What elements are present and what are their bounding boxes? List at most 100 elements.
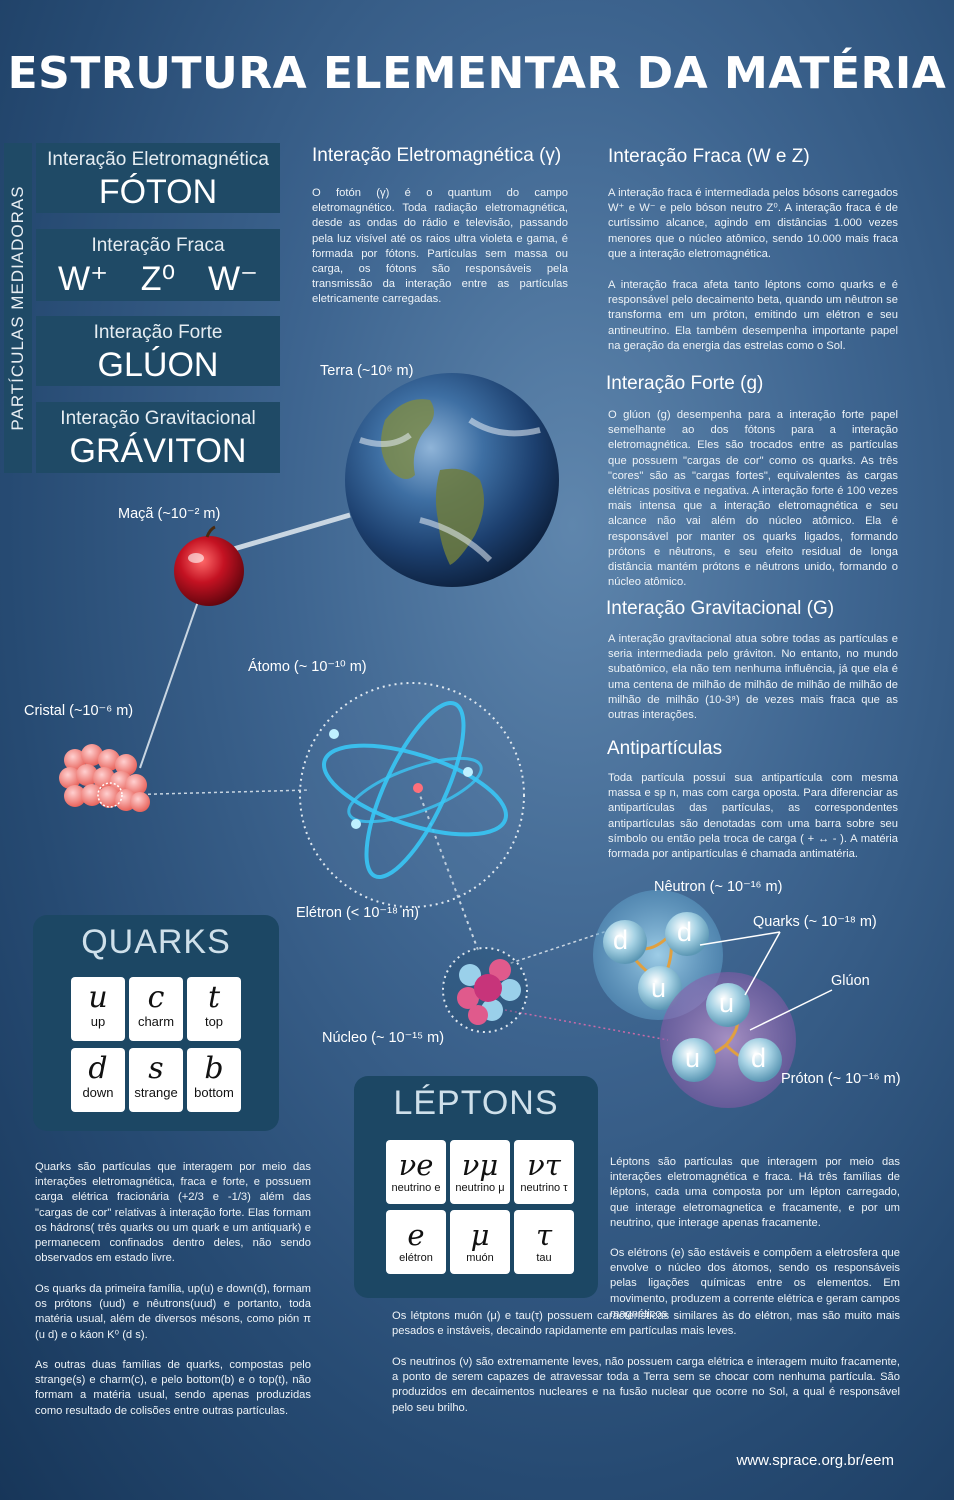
strong-body: O glúon (g) desempenha para a interação … — [608, 409, 898, 589]
lepton-name: muón — [466, 1252, 494, 1264]
leptons-panel: LÉPTONS νe neutrino e νμ neutrino μ ντ n… — [354, 1076, 598, 1298]
w-plus-boson: W⁺ — [58, 260, 109, 298]
grav-heading: Interação Gravitacional (G) — [606, 598, 835, 619]
mediator-gluon-label: Interação Forte — [93, 322, 223, 343]
leptons-text-4: Os neutrinos (ν) são extremamente leves,… — [392, 1356, 900, 1414]
quarks-text-1: Quarks são partículas que interagem por … — [35, 1161, 311, 1265]
mediator-photon-box: Interação Eletromagnética FÓTON — [36, 143, 280, 213]
atom-label: Átomo (~ 10⁻¹⁰ m) — [248, 659, 367, 675]
leptons-text-3: Os létptons muón (μ) e tau(τ) possuem ca… — [392, 1310, 900, 1338]
leptons-text-1: Léptons são partículas que interagem por… — [610, 1156, 900, 1229]
weak-heading: Interação Fraca (W e Z) — [608, 146, 810, 167]
quark-symbol: c — [147, 980, 165, 1015]
lepton-symbol: μ — [470, 1218, 490, 1252]
quark-name: bottom — [194, 1085, 234, 1100]
proton-quark-u2: u — [685, 1043, 701, 1073]
em-body: O fotón (γ) é o quantum do campo eletrom… — [312, 187, 568, 306]
lepton-name: tau — [536, 1252, 552, 1264]
anti-body: Toda partícula possui sua antipartícula … — [608, 772, 898, 861]
anti-heading: Antipartículas — [607, 738, 723, 759]
lepton-name: neutrino μ — [455, 1182, 505, 1194]
mediator-gluon-box: Interação Forte GLÚON — [36, 316, 280, 386]
neutron-quark-d2: d — [677, 917, 693, 947]
quarks-title: QUARKS — [81, 923, 231, 961]
lepton-symbol: νe — [398, 1148, 434, 1182]
quark-cell-up: u up — [71, 977, 125, 1041]
mediator-graviton-label: Interação Gravitacional — [60, 408, 256, 429]
neutron-quark-u: u — [651, 973, 667, 1003]
strong-heading: Interação Forte (g) — [606, 373, 764, 394]
lepton-name: neutrino τ — [520, 1182, 568, 1194]
quarks-label: Quarks (~ 10⁻¹⁸ m) — [753, 914, 877, 930]
lepton-name: neutrino e — [391, 1182, 441, 1194]
apple-image — [174, 536, 244, 606]
footer-url[interactable]: www.sprace.org.br/eem — [736, 1452, 894, 1469]
quark-symbol: t — [207, 980, 221, 1015]
apple-earth-link — [219, 512, 351, 556]
quarks-pointer-2 — [744, 931, 781, 996]
quark-cell-down: d down — [71, 1048, 125, 1112]
lepton-symbol: e — [407, 1218, 425, 1252]
neutron-label: Nêutron (~ 10⁻¹⁶ m) — [654, 879, 783, 895]
quark-symbol: b — [204, 1051, 224, 1086]
quarks-text-3: As outras duas famílias de quarks, compo… — [35, 1359, 311, 1417]
electron-label: Elétron (< 10⁻¹⁸ m) — [296, 905, 419, 921]
lepton-cell-neutrino-mu: νμ neutrino μ — [450, 1140, 510, 1204]
em-heading: Interação Eletromagnética (γ) — [312, 145, 562, 166]
quark-cell-top: t top — [187, 977, 241, 1041]
quark-name: charm — [137, 1014, 175, 1029]
nucleus-label: Núcleo (~ 10⁻¹⁵ m) — [322, 1030, 445, 1046]
quark-symbol: d — [88, 1051, 108, 1086]
quark-cell-charm: c charm — [129, 977, 183, 1041]
mediator-gluon-name: GLÚON — [97, 346, 219, 384]
weak-body-2: A interação fraca afeta tanto léptons co… — [608, 279, 898, 352]
mediator-photon-name: FÓTON — [98, 173, 218, 211]
apple-crystal-link — [139, 586, 204, 769]
quarks-text-2: Os quarks da primeira família, up(u) e d… — [35, 1283, 311, 1341]
quark-name: strange — [134, 1085, 178, 1100]
grav-body: A interação gravitacional atua sobre tod… — [608, 633, 898, 722]
quark-name: up — [90, 1014, 106, 1029]
page-title: ESTRUTURA ELEMENTAR DA MATÉRIA — [7, 48, 947, 99]
proton-quark-d: d — [751, 1043, 767, 1073]
leptons-title: LÉPTONS — [393, 1084, 559, 1122]
neutron-quark-d1: d — [613, 925, 629, 955]
w-minus-boson: W⁻ — [207, 260, 258, 298]
quark-name: top — [204, 1014, 224, 1029]
proton-label: Próton (~ 10⁻¹⁶ m) — [781, 1071, 901, 1087]
leptons-text-2: Os elétrons (e) são estáveis e compõem a… — [610, 1247, 900, 1320]
nucleus-neutron-link — [504, 929, 611, 966]
atom-nucleus-link — [417, 789, 479, 951]
gluon-label: Glúon — [831, 973, 870, 989]
mediator-graviton-box: Interação Gravitacional GRÁVITON — [36, 402, 280, 473]
quark-name: down — [82, 1085, 114, 1100]
quark-cell-strange: s strange — [129, 1048, 183, 1112]
crystal-atom-link — [117, 789, 311, 796]
mediators-vertical-label: PARTÍCULAS MEDIADORAS — [4, 143, 32, 473]
nucleus-image — [442, 947, 528, 1033]
weak-body-1: A interação fraca é intermediada pelos b… — [608, 187, 898, 260]
lepton-cell-muon: μ muón — [450, 1210, 510, 1274]
crystal-label: Cristal (~10⁻⁶ m) — [24, 703, 134, 719]
proton-image — [660, 972, 796, 1108]
mediator-photon-label: Interação Eletromagnética — [47, 149, 269, 170]
earth-label: Terra (~10⁶ m) — [320, 363, 414, 379]
lepton-symbol: τ — [535, 1218, 553, 1252]
proton-quark-u1: u — [719, 988, 735, 1018]
lepton-cell-neutrino-tau: ντ neutrino τ — [514, 1140, 574, 1204]
lepton-cell-electron: e elétron — [386, 1210, 446, 1274]
mediator-weak-label: Interação Fraca — [91, 235, 225, 256]
quarks-pointer-1 — [699, 931, 781, 946]
apple-label: Maçã (~10⁻² m) — [118, 506, 221, 522]
mediator-graviton-name: GRÁVITON — [69, 432, 247, 470]
quark-cell-bottom: b bottom — [187, 1048, 241, 1112]
quark-symbol: s — [148, 1051, 164, 1086]
mediator-weak-box: Interação Fraca W⁺ Z⁰ W⁻ — [36, 229, 280, 301]
lepton-cell-neutrino-e: νe neutrino e — [386, 1140, 446, 1204]
z0-boson: Z⁰ — [140, 260, 176, 298]
quark-symbol: u — [88, 980, 108, 1015]
crystal-image — [59, 744, 150, 812]
lepton-cell-tau: τ tau — [514, 1210, 574, 1274]
gluon-pointer — [749, 989, 833, 1031]
